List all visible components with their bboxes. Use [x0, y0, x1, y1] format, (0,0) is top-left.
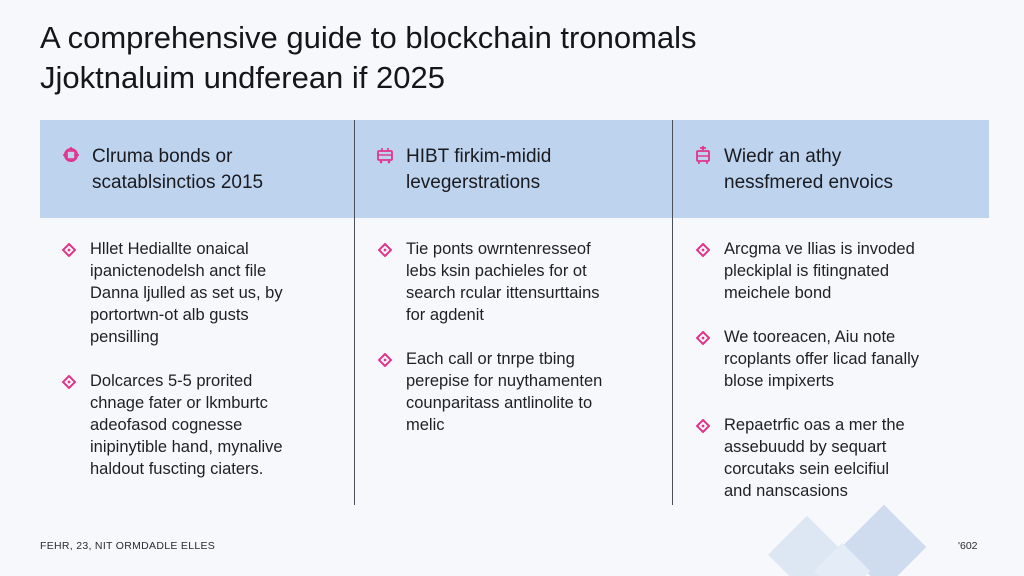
page-number: '602 — [958, 540, 978, 552]
footer-text: FEHR, 23, NIT ORMDADLE ELLES — [40, 540, 216, 552]
clipboard-icon — [692, 144, 714, 166]
bullet-icon — [61, 241, 77, 258]
bullet-icon — [695, 241, 711, 258]
column-header-band — [40, 120, 989, 218]
bullet-icon — [695, 417, 711, 434]
column-3-header: Wiedr an athy nessfmered envoics — [692, 144, 982, 204]
list-item: Each call or tnrpe tbing perepise for nu… — [377, 348, 668, 436]
column-3-heading: Wiedr an athy nessfmered envoics — [724, 146, 893, 193]
list-item: Arcgma ve llias is invoded pleckiplal is… — [695, 238, 988, 304]
title-line-2: Jjoktnaluim undferean if 2025 — [40, 60, 445, 95]
decorative-shapes — [768, 505, 927, 576]
list-item: Dolcarces 5-5 prorited chnage fater or l… — [61, 370, 347, 480]
list-item: Hllet Hediallte onaical ipanictenodelsh … — [61, 238, 347, 348]
column-1-list: Hllet Hediallte onaical ipanictenodelsh … — [61, 238, 347, 502]
bullet-icon — [61, 373, 77, 390]
list-item: We tooreacen, Aiu note rcoplants offer l… — [695, 326, 988, 392]
column-divider — [354, 120, 355, 505]
network-icon — [60, 144, 82, 166]
title-line-1: A comprehensive guide to blockchain tron… — [40, 20, 697, 55]
column-1-header: Clruma bonds or scatablsinctios 2015 — [60, 144, 340, 204]
cart-icon — [374, 144, 396, 166]
column-2-heading: HIBT firkim-midid levegerstrations — [406, 146, 552, 193]
bullet-icon — [377, 241, 393, 258]
bullet-icon — [377, 351, 393, 368]
column-3-list: Arcgma ve llias is invoded pleckiplal is… — [695, 238, 988, 524]
column-2-list: Tie ponts owrntenresseof lebs ksin pachi… — [377, 238, 668, 458]
page-title: A comprehensive guide to blockchain tron… — [40, 18, 990, 98]
bullet-icon — [695, 329, 711, 346]
list-item: Tie ponts owrntenresseof lebs ksin pachi… — [377, 238, 668, 326]
column-2-header: HIBT firkim-midid levegerstrations — [374, 144, 664, 204]
column-divider — [672, 120, 673, 505]
list-item: Repaetrfic oas a mer the assebuudd by se… — [695, 414, 988, 502]
column-1-heading: Clruma bonds or scatablsinctios 2015 — [92, 146, 264, 193]
